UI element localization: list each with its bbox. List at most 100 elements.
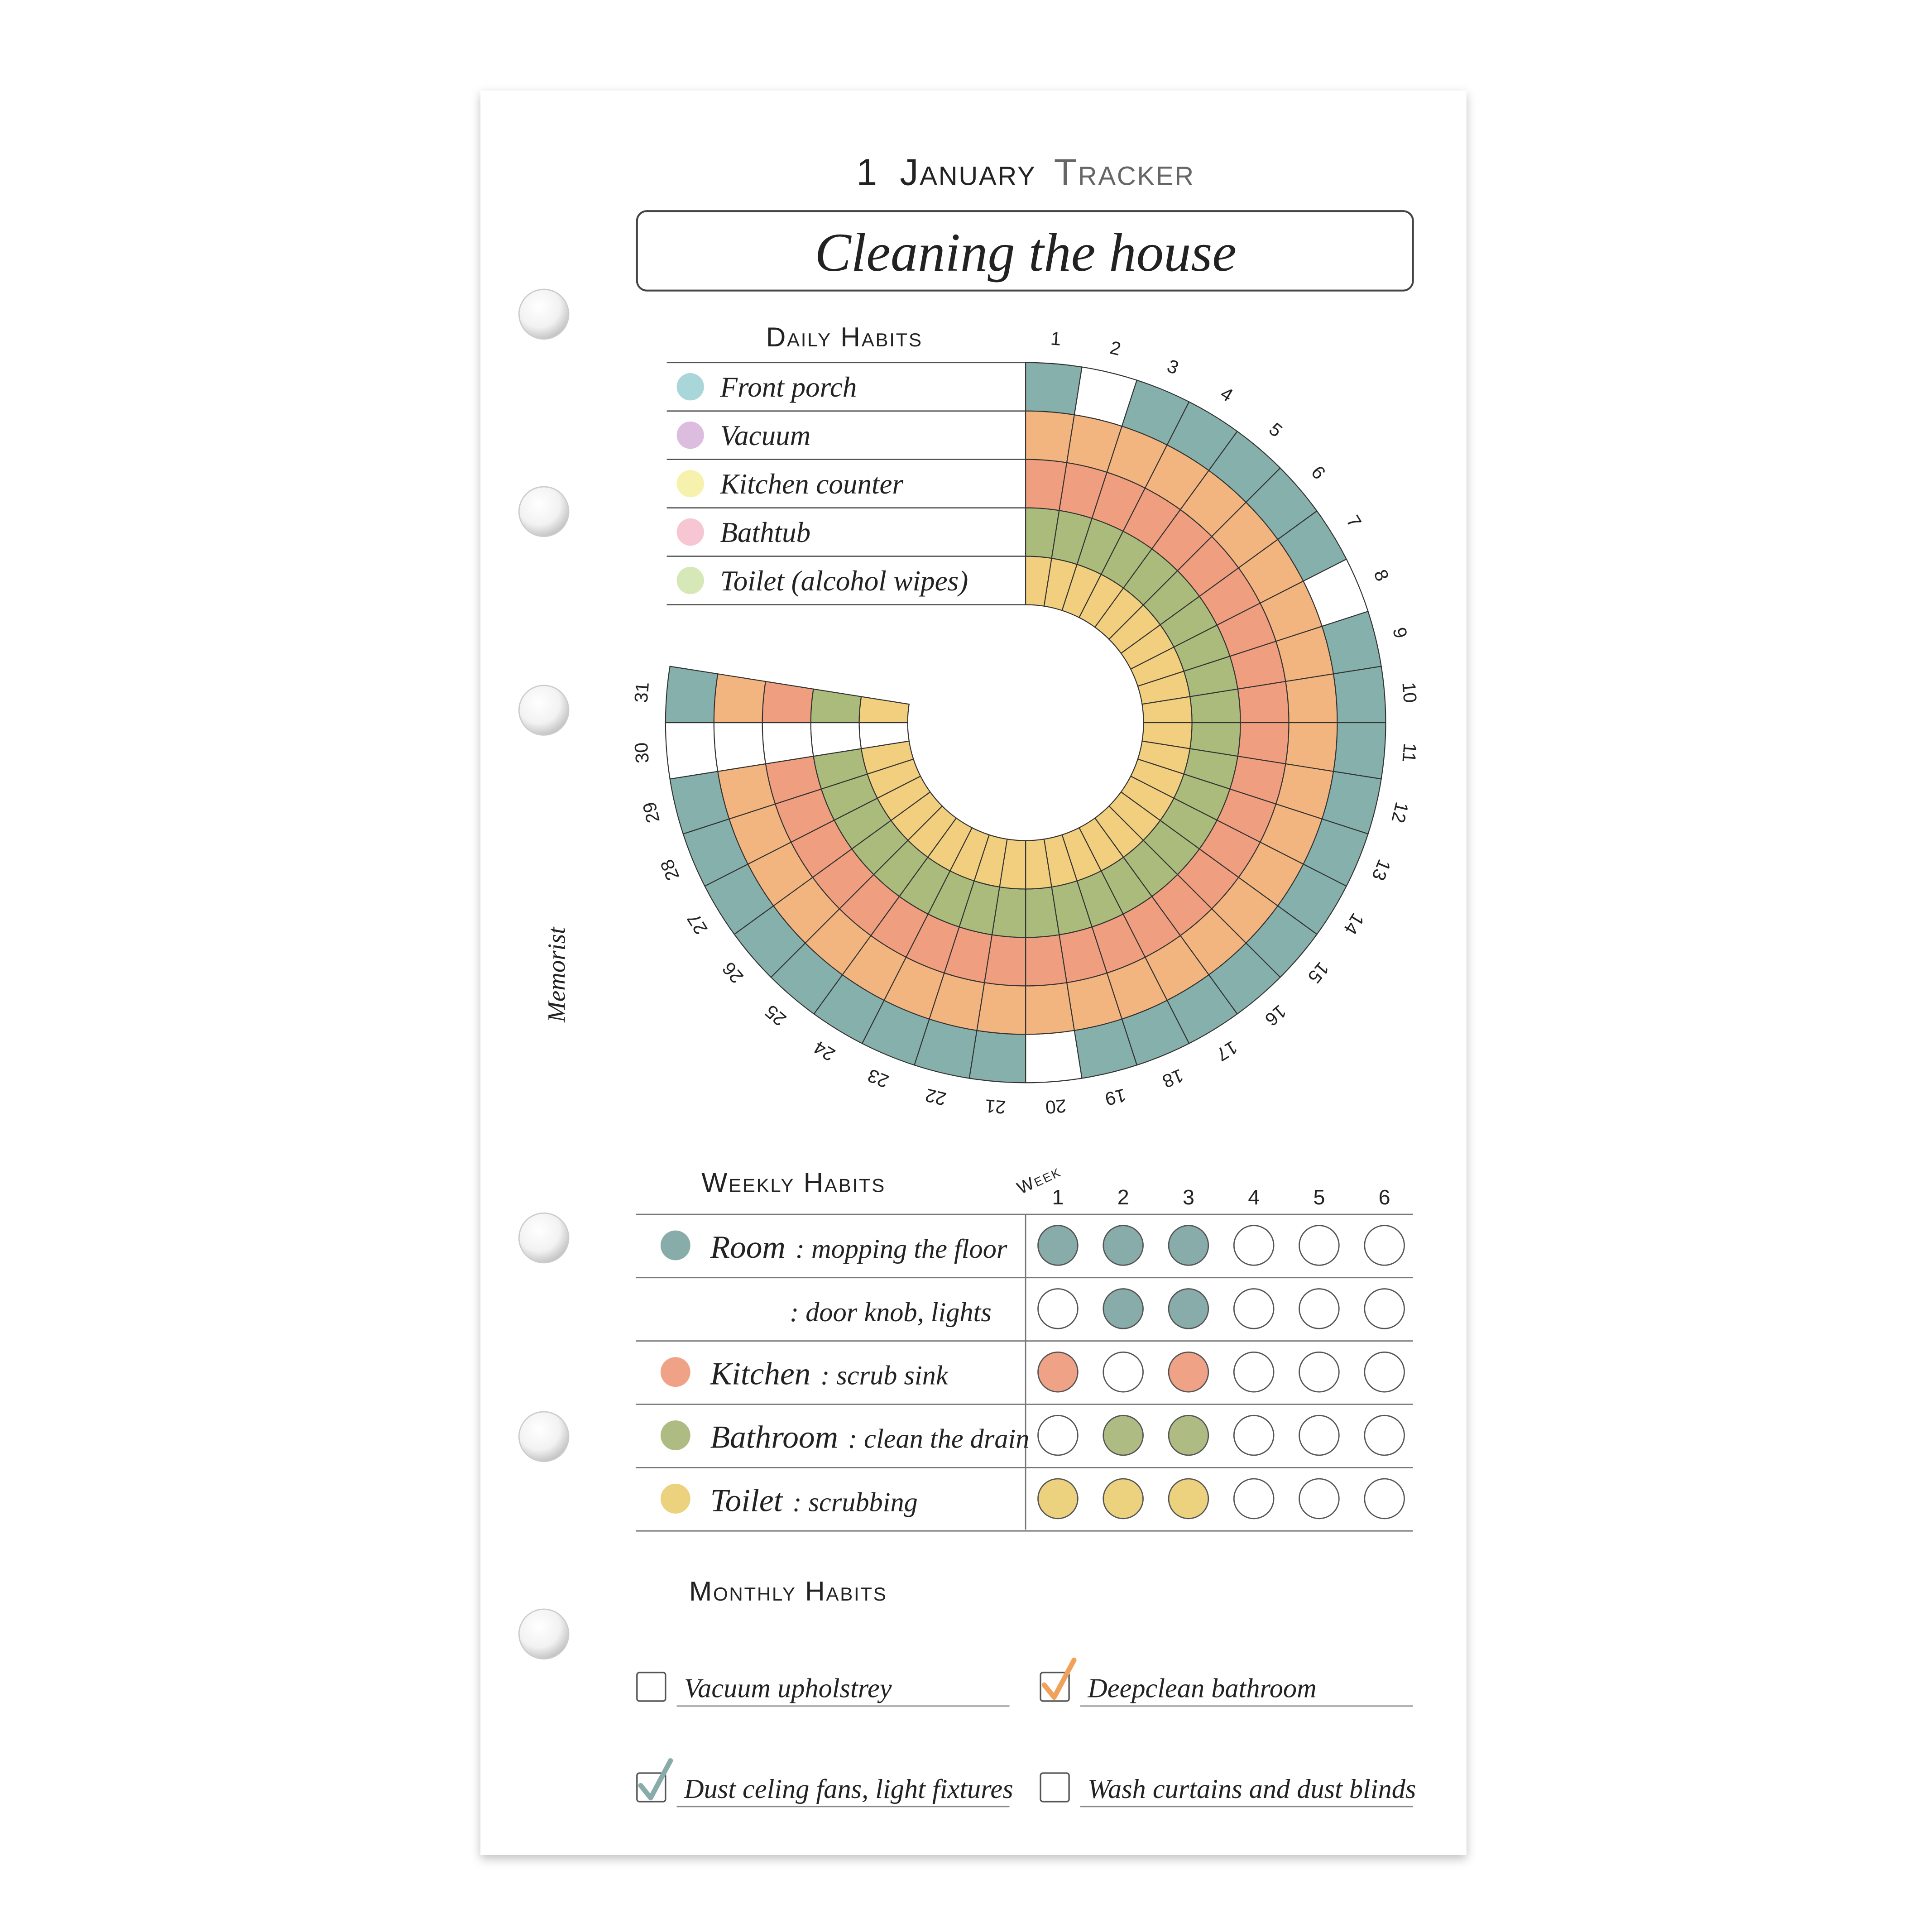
week-number: 4	[1248, 1185, 1260, 1209]
day-label: 21	[984, 1095, 1007, 1117]
habit-dot	[676, 422, 704, 449]
week-check	[1168, 1351, 1209, 1393]
monthly-habit: Vacuum upholstrey	[684, 1673, 892, 1704]
habit-cell	[976, 982, 1026, 1035]
week-check	[1037, 1288, 1079, 1329]
week-check	[1168, 1478, 1209, 1520]
week-check	[1364, 1351, 1405, 1393]
week-check	[1037, 1225, 1079, 1266]
weekly-habit: Kitchen : scrub sink	[710, 1356, 949, 1392]
week-check	[1364, 1478, 1405, 1520]
hole	[518, 1411, 570, 1462]
habit-dot	[676, 470, 704, 498]
monthly-habit: Dust celing fans, light fixtures	[684, 1774, 1013, 1804]
task: : mopping the floor	[796, 1234, 1007, 1264]
hole	[518, 1608, 570, 1660]
day-label: 11	[1398, 743, 1420, 763]
monthly-title: Monthly Habits	[689, 1576, 887, 1606]
checkmark	[1041, 1657, 1077, 1700]
habit-cell	[1333, 722, 1386, 780]
week-check	[1168, 1414, 1209, 1456]
task: : scrubbing	[792, 1487, 917, 1517]
week-check	[1168, 1288, 1209, 1329]
week-check	[1103, 1351, 1144, 1393]
day-label: 31	[631, 681, 653, 704]
weekly-habit: : door knob, lights	[790, 1297, 992, 1328]
checkbox	[636, 1672, 666, 1702]
day-label: 19	[1103, 1084, 1128, 1109]
day-label: 20	[1045, 1095, 1067, 1117]
hole	[518, 685, 570, 736]
day-label: 30	[631, 742, 653, 764]
habit-cell	[665, 666, 719, 724]
hole	[518, 288, 570, 340]
habit-cell	[713, 722, 767, 772]
area: Bathroom	[710, 1419, 838, 1455]
punch-holes	[518, 288, 570, 1660]
weekly-title: Weekly Habits	[701, 1167, 886, 1198]
habit-cell	[665, 722, 719, 780]
area: Room	[710, 1229, 786, 1265]
habit-label: Bathtub	[720, 517, 811, 548]
week-check	[1103, 1414, 1144, 1456]
brand: Memorist	[543, 926, 570, 1023]
week-check	[1168, 1225, 1209, 1266]
day-label: 10	[1398, 681, 1420, 704]
habit-dot	[676, 373, 704, 401]
habit-cell	[1025, 934, 1068, 987]
habit-cell	[1333, 666, 1386, 724]
area: Toilet	[710, 1482, 784, 1518]
day-label: 22	[923, 1084, 948, 1109]
habit-cell	[1025, 410, 1075, 464]
habit-label: Kitchen counter	[720, 468, 904, 500]
week-check	[1299, 1225, 1340, 1266]
week-check	[1299, 1478, 1340, 1520]
habit-cell	[858, 696, 910, 724]
habit-cell	[1025, 982, 1075, 1035]
week-number: 5	[1313, 1185, 1325, 1209]
hole	[518, 486, 570, 537]
habit-cell	[1237, 681, 1290, 724]
habit-label: Toilet (alcohol wipes)	[720, 565, 968, 597]
checkbox	[1040, 1772, 1070, 1803]
habit-label: Vacuum	[720, 420, 811, 451]
week-check	[1364, 1288, 1405, 1329]
habit-cell	[762, 681, 814, 724]
habit-cell	[968, 1030, 1026, 1083]
area-dot	[660, 1230, 690, 1261]
week-check	[1233, 1414, 1275, 1456]
week-check	[1299, 1351, 1340, 1393]
daily-title: Daily Habits	[766, 321, 923, 352]
week-check	[1233, 1288, 1275, 1329]
week-check	[1299, 1288, 1340, 1329]
task: : clean the drain	[848, 1424, 1029, 1454]
habit-cell	[1025, 362, 1083, 416]
habit-cell	[1025, 1030, 1083, 1083]
monthly-habit: Deepclean bathroom	[1087, 1673, 1316, 1704]
area-dot	[660, 1484, 690, 1514]
area-dot	[660, 1357, 690, 1387]
weekly-habit: Toilet : scrubbing	[710, 1482, 918, 1518]
weekly-habit: Bathroom : clean the drain	[710, 1419, 1030, 1455]
week-check	[1233, 1225, 1275, 1266]
week-check	[1103, 1225, 1144, 1266]
week-number: 1	[1052, 1185, 1064, 1209]
week-check	[1233, 1478, 1275, 1520]
habit-cell	[1285, 673, 1338, 724]
area: Kitchen	[710, 1356, 811, 1392]
habit-cell	[762, 722, 814, 765]
week-number: 3	[1183, 1185, 1194, 1209]
habit-dot	[676, 518, 704, 546]
page-title: 1 January Tracker	[856, 152, 1195, 193]
task: : door knob, lights	[790, 1297, 992, 1328]
area-dot	[660, 1420, 690, 1450]
week-check	[1364, 1225, 1405, 1266]
week-check	[1233, 1351, 1275, 1393]
week-check	[1103, 1478, 1144, 1520]
week-check	[1299, 1414, 1340, 1456]
checkmark	[638, 1758, 673, 1801]
subject: Cleaning the house	[815, 222, 1237, 283]
task: : scrub sink	[820, 1361, 949, 1391]
week-check	[1103, 1288, 1144, 1329]
